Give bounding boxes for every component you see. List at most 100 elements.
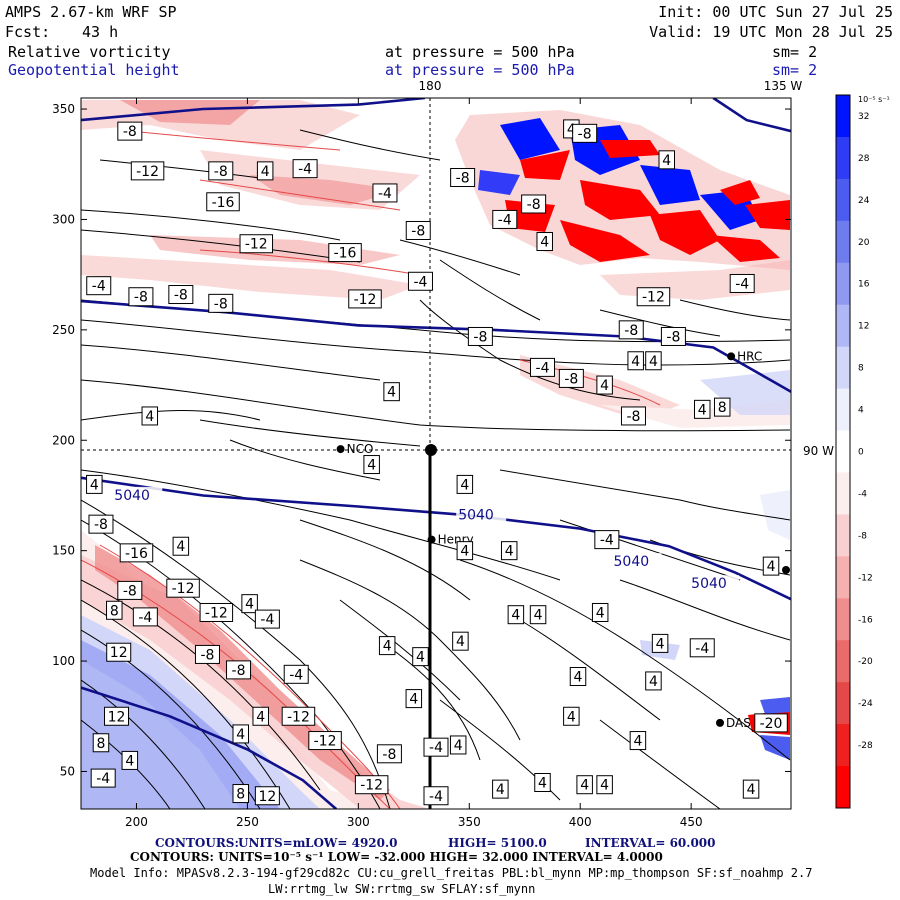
vorticity-label-box <box>104 706 129 726</box>
vorticity-label: 4 <box>567 709 576 725</box>
vorticity-label: -4 <box>600 533 614 549</box>
vorticity-label-box <box>405 689 423 709</box>
vorticity-label-box <box>354 775 389 795</box>
field-height: Geopotential height <box>8 61 180 79</box>
vorticity-label: -4 <box>138 610 152 626</box>
x-tick-label: 250 <box>236 815 259 829</box>
vorticity-label-box <box>596 775 613 795</box>
height-contour <box>712 98 791 133</box>
vorticity-label-box <box>86 276 112 296</box>
vorticity-label-box <box>507 605 525 625</box>
vorticity-label-box <box>407 271 433 291</box>
vorticity-label: -8 <box>456 170 470 186</box>
model-title: AMPS 2.67-km WRF SP <box>5 3 177 21</box>
vorticity-label: 4 <box>767 559 776 575</box>
vorticity-label-box <box>645 671 662 691</box>
colorbar-label: -20 <box>858 657 873 667</box>
footer-line1-interval: INTERVAL= 60.000 <box>585 836 716 850</box>
vorticity-label: -8 <box>578 126 592 142</box>
colorbar-swatch <box>836 766 850 809</box>
vorticity-label-box <box>423 737 449 757</box>
lon-135w-label: 135 W <box>764 79 803 93</box>
height-contour <box>81 98 426 122</box>
colorbar-label: -24 <box>858 699 873 709</box>
y-tick-label: 300 <box>52 212 75 226</box>
vorticity-label: -4 <box>289 667 303 683</box>
colorbar-swatch <box>836 472 850 515</box>
vorticity-label: 12 <box>108 709 126 725</box>
vorticity-label-box <box>86 474 103 494</box>
vorticity-label: -8 <box>564 371 578 387</box>
vorticity-label: -4 <box>413 274 427 290</box>
vorticity-label: 4 <box>236 727 245 743</box>
vorticity-label-box <box>536 232 553 252</box>
station-dot <box>716 718 724 727</box>
vorticity-label: 4 <box>416 650 425 666</box>
height-label: 5040 <box>458 508 494 524</box>
vorticity-label-box <box>636 287 671 307</box>
vorticity-label-box <box>252 706 269 726</box>
vorticity-label: -4 <box>536 360 550 376</box>
vorticity-label: 4 <box>90 477 99 493</box>
pressure-vorticity: at pressure = 500 hPa <box>385 43 575 61</box>
vorticity-label: -4 <box>429 740 443 756</box>
vorticity-label-box <box>500 541 518 561</box>
vorticity-label-box <box>206 192 240 212</box>
vorticity-label: -8 <box>214 296 228 312</box>
vorticity-label: 4 <box>383 639 392 655</box>
edge-dot <box>782 566 790 574</box>
station-dot <box>727 352 736 361</box>
vorticity-label-box <box>372 183 398 203</box>
footer-line3: Model Info: MPASv8.2.3-194-gf29cd82c CU:… <box>90 866 812 880</box>
lon-180-label: 180 <box>419 79 442 93</box>
vorticity-label-box <box>521 194 547 214</box>
vorticity-label: 4 <box>633 734 642 750</box>
vorticity-label-box <box>328 243 362 263</box>
vorticity-label-box <box>450 167 476 187</box>
vorticity-label: 4 <box>456 634 465 650</box>
vorticity-label: 4 <box>261 164 270 180</box>
vorticity-label: 4 <box>460 544 469 560</box>
height-label: 5040 <box>114 488 150 504</box>
vorticity-label-box <box>194 644 220 664</box>
vorticity-label-box <box>226 660 252 680</box>
vorticity-label: -16 <box>334 246 357 262</box>
colorbar-swatch <box>836 346 850 390</box>
vorticity-label-box <box>106 600 123 620</box>
axes: 200 250 300 350 400 450 50 100 150 200 250 300 350 <box>52 98 791 829</box>
vorticity-label-box <box>618 320 644 340</box>
vorticity-label-box <box>106 642 132 662</box>
vorticity-label: -12 <box>172 581 195 597</box>
vorticity-label: -8 <box>200 647 214 663</box>
colorbar-swatch <box>836 95 850 138</box>
vorticity-label: 4 <box>511 608 520 624</box>
vorticity-label-box <box>405 220 431 240</box>
colorbar-label: 0 <box>858 448 864 458</box>
vorticity-label-box <box>378 636 396 656</box>
colorbar-frame <box>835 94 851 809</box>
colorbar-swatch <box>836 640 850 683</box>
height-label-bg <box>112 486 163 504</box>
vorticity-label-box <box>534 773 551 793</box>
x-tick-label: 350 <box>458 815 481 829</box>
vorticity-label: 4 <box>662 153 671 169</box>
vorticity-label: -12 <box>360 778 383 794</box>
vorticity-label: -4 <box>695 641 709 657</box>
vorticity-label: 12 <box>258 789 276 805</box>
vorticity-label-box <box>449 735 467 755</box>
colorbar-unit: 10⁻⁵ s⁻¹ <box>858 95 890 104</box>
vorticity-label: -12 <box>245 237 268 253</box>
colorbar-label: -28 <box>858 741 873 751</box>
colorbar-swatch <box>836 220 850 264</box>
vorticity-label-box <box>292 159 318 179</box>
vorticity-label: -12 <box>314 734 337 750</box>
colorbar-label: 16 <box>858 280 870 290</box>
vorticity-label-box <box>645 351 662 371</box>
vorticity-label-box <box>689 638 715 658</box>
vorticity-label-box <box>132 607 158 627</box>
vorticity-label-box <box>563 706 580 726</box>
x-tick-label: 400 <box>569 815 592 829</box>
vorticity-label-box <box>232 784 249 804</box>
vorticity-label: -8 <box>134 290 148 306</box>
